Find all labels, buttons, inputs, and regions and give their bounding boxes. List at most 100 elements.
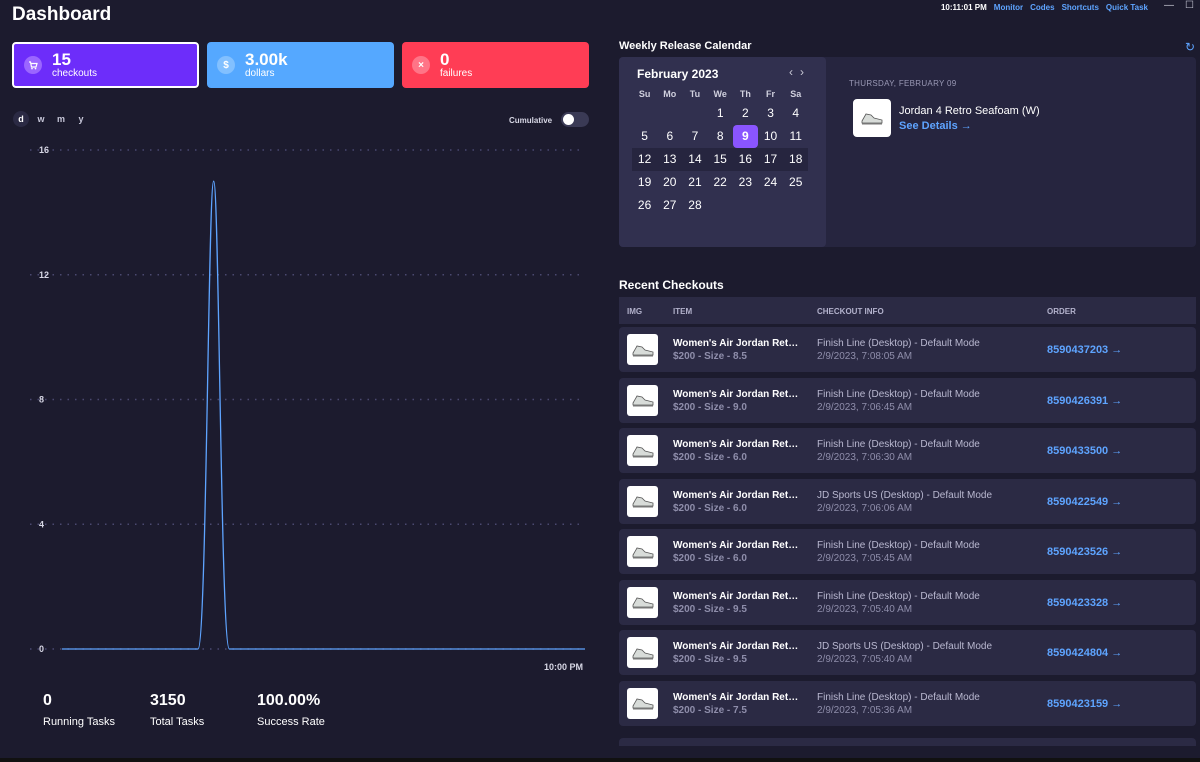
checkout-info: Finish Line (Desktop) - Default Mode [817, 338, 980, 349]
calendar-day[interactable]: 21 [688, 175, 702, 189]
order-link[interactable]: 8590437203 → [1047, 344, 1123, 356]
taskbar-strip [0, 758, 1200, 762]
see-details-link[interactable]: See Details → [899, 120, 972, 132]
calendar-dow: We [713, 89, 727, 99]
order-link[interactable]: 8590422549 → [1047, 495, 1123, 508]
cumulative-toggle[interactable] [561, 112, 589, 127]
item-name: Women's Air Jordan Retro 4 [673, 439, 801, 450]
checkout-info: JD Sports US (Desktop) - Default Mode [817, 489, 993, 501]
calendar-day[interactable]: 22 [713, 175, 727, 189]
calendar-day[interactable]: 11 [789, 129, 802, 143]
shoe-icon [632, 446, 653, 457]
calendar-day[interactable]: 2 [742, 106, 749, 120]
calendar-dow: Sa [790, 89, 802, 99]
order-link[interactable]: 8590424804 → [1047, 647, 1123, 659]
tab-day[interactable]: d [13, 111, 29, 127]
header-img: IMG [627, 307, 643, 316]
table-row[interactable]: Women's Air Jordan Retro 4 $200 - Size - … [619, 579, 1196, 625]
y-tick-label: 16 [39, 145, 49, 155]
success-rate-value: 100.00% [257, 692, 321, 709]
table-row[interactable]: Women's Air Jordan Retro 4 $200 - Size - … [619, 680, 1196, 726]
calendar-day[interactable]: 27 [663, 198, 677, 212]
shoe-icon [632, 345, 653, 356]
order-link[interactable]: 8590426391 → [1047, 394, 1123, 407]
calendar-day[interactable]: 24 [763, 175, 778, 189]
calendar-empty [632, 102, 657, 125]
nav-codes[interactable]: Codes [1030, 3, 1055, 12]
calendar-empty [783, 194, 808, 217]
table-row[interactable]: Women's Air Jordan Retro 4 $200 - Size - … [619, 529, 1196, 574]
calendar-day[interactable]: 26 [637, 198, 652, 212]
calendar-empty [758, 194, 783, 217]
calendar-day[interactable]: 20 [663, 175, 677, 189]
dollars-value: 3.00k [245, 50, 288, 69]
item-name: Women's Air Jordan Retro 4 [673, 641, 801, 652]
header-item: ITEM [673, 307, 693, 316]
item-price-size: $200 - Size - 9.5 [673, 654, 747, 665]
calendar-day[interactable]: 15 [707, 148, 733, 171]
chevron-left-icon[interactable]: ‹ [789, 65, 793, 79]
checkout-info: Finish Line (Desktop) - Default Mode [817, 388, 980, 400]
calendar-day[interactable]: 14 [682, 148, 708, 171]
order-link[interactable]: 8590423328 → [1047, 596, 1123, 609]
calendar-dow: Th [739, 89, 751, 99]
calendar-day[interactable]: 10 [763, 129, 778, 143]
calendar-day[interactable]: 6 [666, 129, 674, 143]
table-header: IMG ITEM CHECKOUT INFO ORDER [619, 297, 1196, 324]
calendar-day[interactable]: 12 [632, 148, 658, 171]
shoe-icon [861, 113, 883, 125]
item-price-size: $200 - Size - 9.0 [673, 401, 747, 413]
calendar-day[interactable]: 18 [783, 148, 809, 171]
calendar-day[interactable]: 25 [789, 175, 803, 189]
cumulative-label: Cumulative [509, 116, 553, 125]
calendar-day[interactable]: 8 [716, 129, 724, 143]
table-row[interactable]: Women's Air Jordan Retro 4 $200 - Size - … [619, 630, 1196, 675]
checkout-time: 2/9/2023, 7:05:45 AM [817, 553, 913, 564]
maximize-button[interactable]: ☐ [1185, 0, 1194, 11]
item-price-size: $200 - Size - 6.0 [673, 553, 747, 564]
release-shoe-image[interactable] [853, 99, 891, 137]
release-date: THURSDAY, FEBRUARY 09 [849, 79, 957, 88]
item-name: Women's Air Jordan Retro 4 [673, 338, 801, 349]
calendar-day[interactable]: 5 [641, 129, 648, 143]
window-controls: — ☐ [1164, 0, 1194, 11]
failures-card[interactable]: × 0 failures [402, 42, 589, 88]
dollars-card[interactable]: $ 3.00k dollars [207, 42, 394, 88]
calendar-day[interactable]: 3 [767, 106, 774, 120]
tab-week[interactable]: w [37, 114, 45, 124]
table-row[interactable]: Women's Air Jordan Retro 4 $200 - Size - … [619, 428, 1196, 473]
order-link[interactable]: 8590423526 → [1047, 546, 1123, 558]
tab-year[interactable]: y [78, 114, 84, 124]
calendar-day[interactable]: 7 [691, 129, 699, 143]
calendar-day[interactable]: 23 [738, 175, 753, 189]
chevron-right-icon[interactable]: › [800, 65, 804, 79]
running-tasks-label: Running Tasks [43, 716, 115, 728]
calendar-day[interactable]: 19 [637, 175, 652, 189]
nav-shortcuts[interactable]: Shortcuts [1061, 3, 1099, 12]
minimize-button[interactable]: — [1164, 0, 1175, 11]
calendar-day[interactable]: 13 [657, 148, 683, 171]
nav-quick-task[interactable]: Quick Task [1105, 3, 1148, 12]
shoe-image [627, 687, 658, 719]
table-row[interactable]: Women's Air Jordan Retro 4 $200 - Size - … [619, 327, 1196, 372]
nav-monitor[interactable]: Monitor [993, 3, 1024, 12]
calendar-day[interactable]: 4 [792, 106, 800, 120]
checkouts-card[interactable]: 15 checkouts [12, 42, 199, 88]
order-link[interactable]: 8590433500 → [1047, 445, 1123, 457]
calendar-day[interactable]: 16 [732, 148, 758, 171]
tab-month[interactable]: m [56, 114, 65, 124]
calendar-day[interactable]: 17 [757, 148, 784, 171]
order-link[interactable]: 8590423159 → [1047, 697, 1123, 710]
calendar-day[interactable]: 1 [716, 106, 724, 120]
calendar-day[interactable]: 28 [688, 198, 702, 212]
top-nav: 10:11:01 PM Monitor Codes Shortcuts Quic… [941, 3, 1148, 12]
shoe-icon [632, 496, 653, 508]
calendar-day[interactable]: 9 [732, 125, 758, 148]
checkout-info: Finish Line (Desktop) - Default Mode [817, 691, 980, 703]
refresh-icon[interactable]: ↻ [1185, 40, 1196, 54]
shoe-image [627, 586, 658, 618]
y-tick-label: 8 [39, 395, 44, 405]
table-row[interactable]: Women's Air Jordan Retro 4 $200 - Size - … [619, 377, 1196, 423]
table-row[interactable]: Women's Air Jordan Retro 4 $200 - Size - … [619, 478, 1196, 524]
item-name: Women's Air Jordan Retro 4 [673, 540, 801, 551]
